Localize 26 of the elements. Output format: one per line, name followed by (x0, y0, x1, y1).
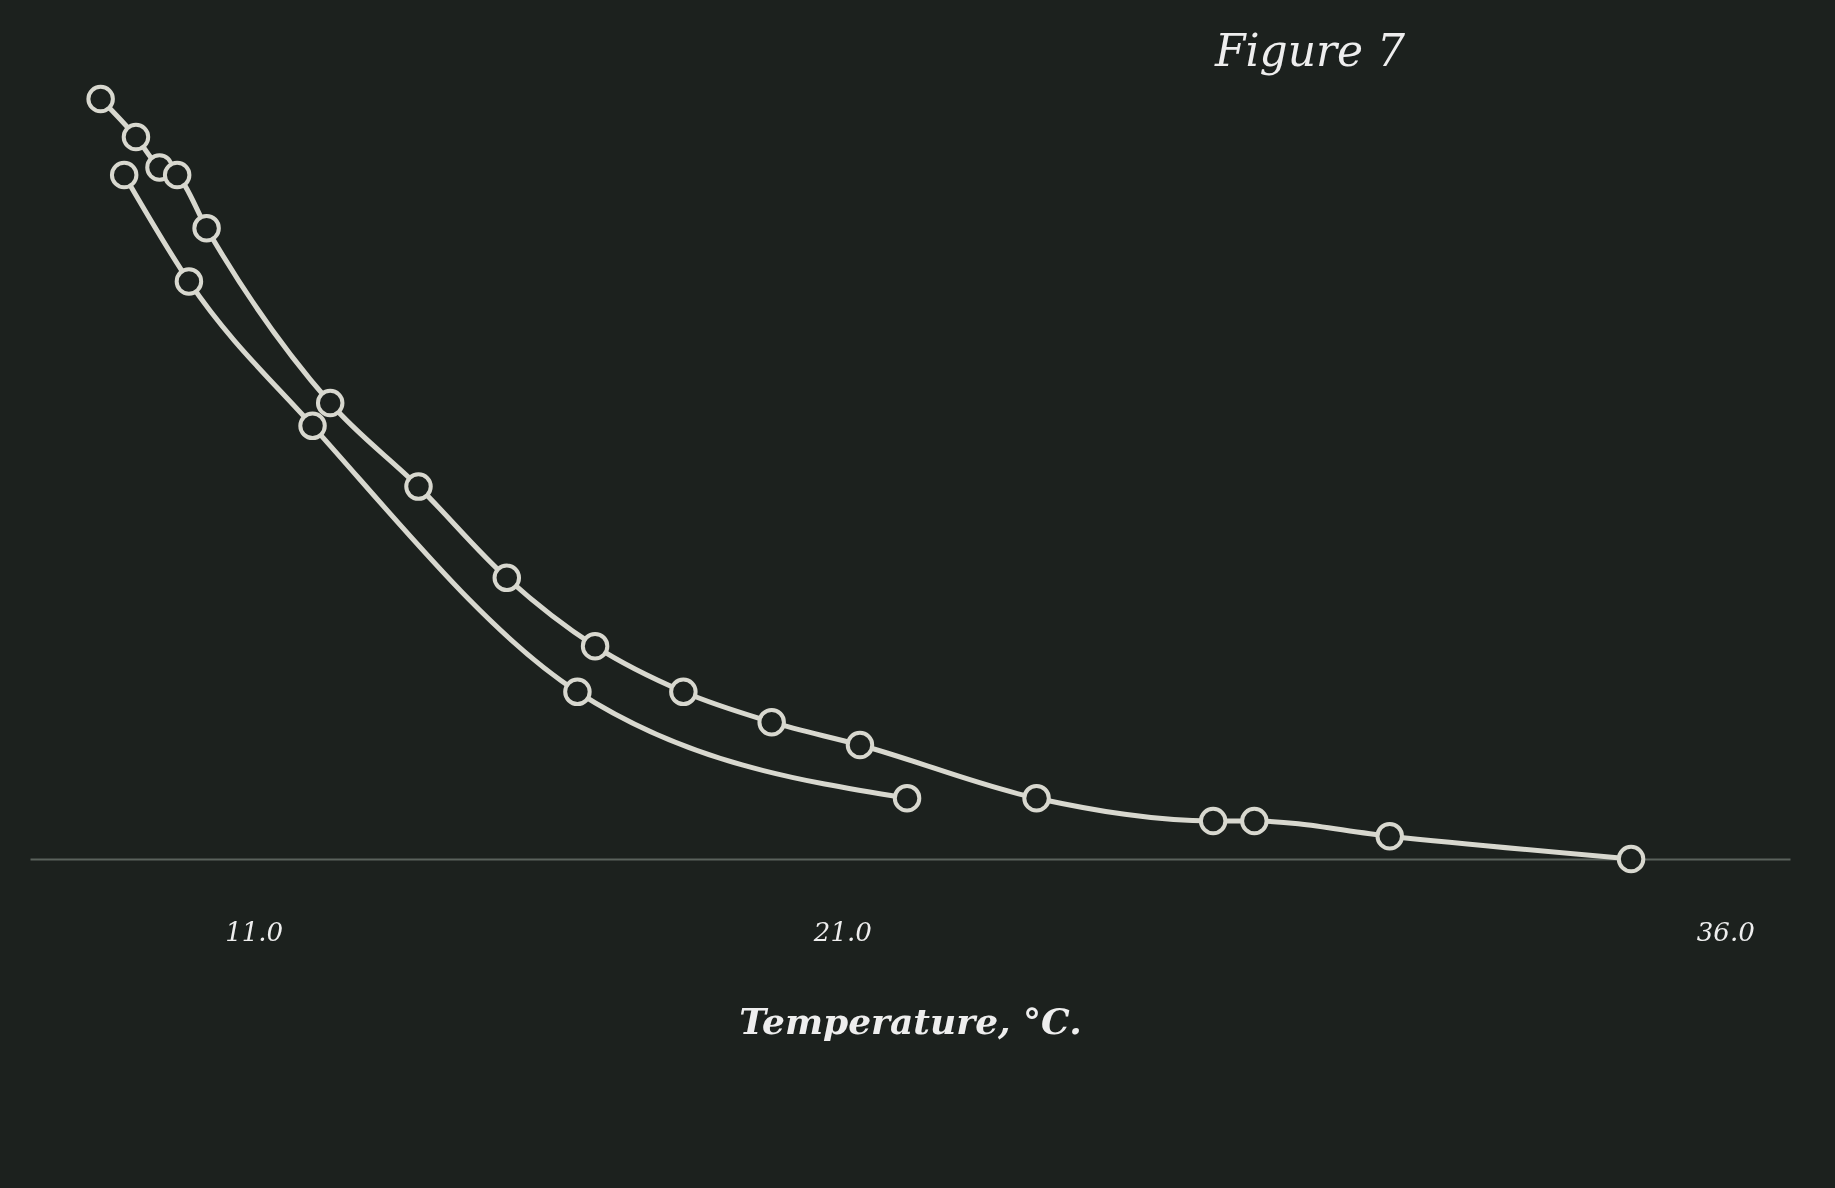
point (192, 213, 221, 243)
point (492, 563, 522, 593)
point (404, 472, 433, 501)
x-tick-label: 21.0 (812, 916, 872, 947)
point (1240, 806, 1269, 836)
point (1022, 783, 1051, 813)
point (121, 122, 151, 152)
point (845, 730, 875, 760)
point (669, 677, 698, 707)
point (298, 411, 327, 441)
point (563, 677, 592, 707)
point (86, 84, 115, 114)
x-axis-title: Temperature, °C. (739, 999, 1082, 1042)
chart-title: Figure 7 (1213, 24, 1406, 76)
point (1198, 806, 1228, 836)
point (109, 160, 139, 190)
point (757, 707, 786, 737)
point (580, 631, 610, 661)
point (1375, 821, 1404, 851)
point (1616, 844, 1646, 874)
x-tick-label: 11.0 (225, 916, 284, 947)
point (892, 783, 922, 813)
point (162, 160, 192, 190)
point (174, 267, 204, 296)
x-tick-label: 36.0 (1696, 916, 1755, 947)
point (315, 388, 345, 418)
